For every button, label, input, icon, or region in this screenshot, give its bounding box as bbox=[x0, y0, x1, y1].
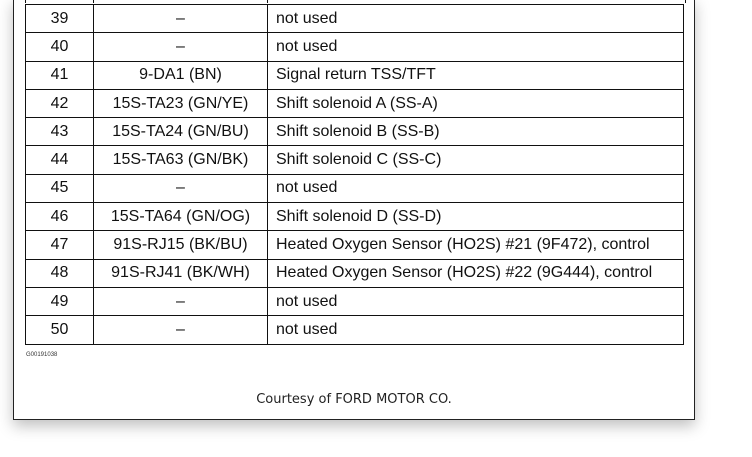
circuit-cell: – bbox=[93, 32, 268, 62]
pin-cell: 49 bbox=[25, 286, 94, 317]
circuit-cell: 9-DA1 (BN) bbox=[93, 60, 268, 90]
pin-cell: 50 bbox=[25, 315, 94, 345]
table-row: 49– not used bbox=[25, 286, 684, 317]
pin-cell: 43 bbox=[25, 117, 94, 147]
pin-cell: 39 bbox=[25, 3, 94, 34]
table-row: 39– not used bbox=[25, 3, 684, 34]
pin-cell: 41 bbox=[25, 60, 94, 90]
table-row: 43 15S-TA24 (GN/BU) Shift solenoid B (SS-B… bbox=[25, 117, 684, 147]
pin-cell: 46 bbox=[25, 202, 94, 232]
pin-cell: 42 bbox=[25, 88, 94, 119]
circuit-cell: – bbox=[93, 315, 268, 345]
function-cell: Signal return TSS/TFT bbox=[267, 60, 684, 90]
circuit-cell: 15S-TA24 (GN/BU) bbox=[93, 117, 268, 147]
table-row: 48 91S-RJ41 (BK/WH) Heated Oxygen Sensor (… bbox=[25, 258, 684, 288]
function-cell: not used bbox=[267, 32, 684, 62]
function-cell: Heated Oxygen Sensor (HO2S) #21 (9F472),… bbox=[267, 230, 684, 260]
pin-cell: 47 bbox=[25, 230, 94, 260]
table-row: 40– not used bbox=[25, 32, 684, 62]
function-cell: Shift solenoid C (SS-C) bbox=[267, 145, 684, 175]
courtesy-text: Courtesy of FORD MOTOR CO. bbox=[256, 392, 452, 407]
pin-cell: 44 bbox=[25, 145, 94, 175]
function-cell: not used bbox=[267, 173, 684, 204]
function-cell: Heated Oxygen Sensor (HO2S) #22 (9G444),… bbox=[267, 258, 684, 288]
pin-cell: 45 bbox=[25, 173, 94, 204]
circuit-cell: – bbox=[93, 3, 268, 34]
table-row: 46 15S-TA64 (GN/OG) Shift solenoid D (SS-D… bbox=[25, 202, 684, 232]
function-cell: Shift solenoid A (SS-A) bbox=[267, 88, 684, 119]
function-cell: not used bbox=[267, 3, 684, 34]
table-row: 45– not used bbox=[25, 173, 684, 204]
table-row: 42 15S-TA23 (GN/YE) Shift solenoid A (SS-A… bbox=[25, 88, 684, 119]
function-cell: Shift solenoid B (SS-B) bbox=[267, 117, 684, 147]
circuit-cell: 15S-TA63 (GN/BK) bbox=[93, 145, 268, 175]
circuit-cell: – bbox=[93, 173, 268, 204]
function-cell: not used bbox=[267, 315, 684, 345]
table-row: 47 91S-RJ15 (BK/BU) Heated Oxygen Sensor (… bbox=[25, 230, 684, 260]
table-row: 44 15S-TA63 (GN/BK) Shift solenoid C (SS-C… bbox=[25, 145, 684, 175]
pin-table: 39– not used 40– not used 41 9-DA1 (BN) Signal… bbox=[25, 3, 684, 345]
pin-cell: 48 bbox=[25, 258, 94, 288]
table-top-edge bbox=[25, 0, 686, 3]
table-row: 50– not used bbox=[25, 315, 684, 345]
document-frame: 39– not used 40– not used 41 9-DA1 (BN) Signal… bbox=[13, 0, 695, 420]
figure-id: G00191038 bbox=[26, 352, 58, 358]
table-row: 41 9-DA1 (BN) Signal return TSS/TFT bbox=[25, 60, 684, 90]
circuit-cell: 15S-TA23 (GN/YE) bbox=[93, 88, 268, 119]
circuit-cell: 91S-RJ41 (BK/WH) bbox=[93, 258, 268, 288]
pin-cell: 40 bbox=[25, 32, 94, 62]
circuit-cell: 91S-RJ15 (BK/BU) bbox=[93, 230, 268, 260]
function-cell: not used bbox=[267, 286, 684, 317]
circuit-cell: 15S-TA64 (GN/OG) bbox=[93, 202, 268, 232]
function-cell: Shift solenoid D (SS-D) bbox=[267, 202, 684, 232]
circuit-cell: – bbox=[93, 286, 268, 317]
